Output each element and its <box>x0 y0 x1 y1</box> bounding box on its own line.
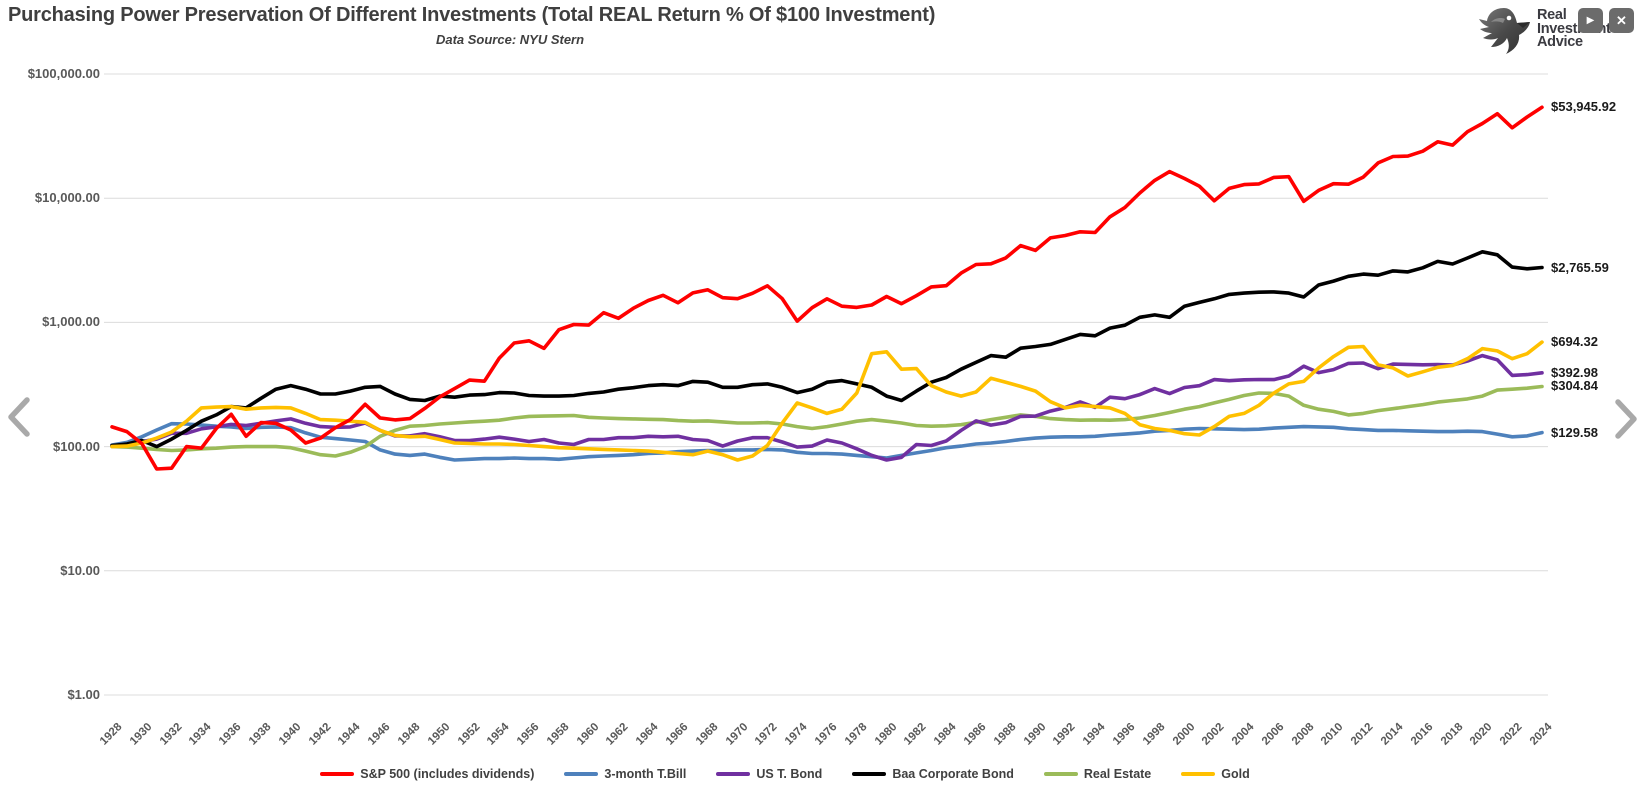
legend-label: 3-month T.Bill <box>604 767 687 781</box>
legend-label: S&P 500 (includes dividends) <box>360 767 535 781</box>
y-axis-label: $100.00 <box>53 438 100 454</box>
legend-item: US T. Bond <box>716 767 822 781</box>
legend-label: Gold <box>1221 767 1250 781</box>
play-button[interactable]: ▶ <box>1578 8 1603 33</box>
legend-item: Gold <box>1181 767 1250 781</box>
series-line-6 <box>110 340 1544 462</box>
legend-swatch-icon <box>1181 771 1216 777</box>
y-axis-label: $10.00 <box>60 562 100 578</box>
chart-legend: S&P 500 (includes dividends) 3-month T.Bi… <box>0 767 1570 781</box>
legend-item: Baa Corporate Bond <box>852 767 1014 781</box>
legend-label: US T. Bond <box>756 767 823 781</box>
legend-swatch-icon <box>564 771 599 777</box>
chart-title: Purchasing Power Preservation Of Differe… <box>8 4 936 26</box>
play-icon: ▶ <box>1586 15 1595 26</box>
end-value-label: $694.32 <box>1551 334 1598 350</box>
series-line-2 <box>110 421 1544 462</box>
legend-swatch-icon <box>320 771 355 777</box>
legend-label: Baa Corporate Bond <box>892 767 1014 781</box>
eagle-logo-icon <box>1477 5 1531 62</box>
y-axis-label: $1.00 <box>67 687 100 702</box>
series-line-1 <box>110 105 1544 471</box>
series-line-5 <box>110 384 1544 458</box>
legend-item: S&P 500 (includes dividends) <box>320 767 534 781</box>
chart-subtitle: Data Source: NYU Stern <box>435 32 585 47</box>
next-chevron-icon[interactable] <box>1613 398 1639 445</box>
series-line-4 <box>110 250 1544 449</box>
prev-chevron-icon[interactable] <box>6 396 32 443</box>
legend-swatch-icon <box>716 771 751 777</box>
y-axis-label: $1,000.00 <box>42 314 100 330</box>
end-value-label: $129.58 <box>1551 424 1598 440</box>
y-axis-label: $10,000.00 <box>34 190 100 206</box>
end-value-label: $392.98 <box>1551 364 1598 380</box>
close-icon: ✕ <box>1616 12 1627 28</box>
legend-swatch-icon <box>1043 771 1078 777</box>
legend-swatch-icon <box>852 771 887 777</box>
brand-line-1: Real <box>1537 7 1567 23</box>
end-value-label: $304.84 <box>1551 378 1598 394</box>
y-axis-label: $100,000.00 <box>27 66 100 81</box>
legend-label: Real Estate <box>1083 767 1152 781</box>
end-value-label: $2,765.59 <box>1551 259 1609 275</box>
end-value-label: $53,945.92 <box>1551 99 1617 115</box>
legend-item: Real Estate <box>1043 767 1152 781</box>
series-line-3 <box>110 353 1544 462</box>
brand-line-3: Advice <box>1537 34 1583 50</box>
legend-item: 3-month T.Bill <box>564 767 686 781</box>
close-button[interactable]: ✕ <box>1609 8 1634 33</box>
